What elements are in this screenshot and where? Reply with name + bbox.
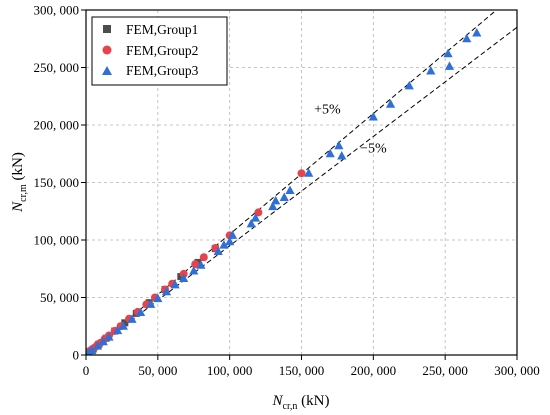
point-group3: [189, 266, 199, 275]
point-group3: [385, 99, 396, 108]
point-group3: [153, 293, 163, 303]
point-group2: [254, 208, 263, 217]
legend: FEM,Group1 FEM,Group2 FEM,Group3: [91, 16, 228, 86]
point-group3: [179, 273, 189, 283]
point-group3: [285, 185, 295, 195]
point-group2: [199, 253, 208, 262]
point-group3: [225, 236, 235, 246]
point-group3: [368, 111, 378, 121]
point-group3: [170, 279, 180, 289]
x-tick-label: 200, 000: [351, 363, 397, 378]
y-tick-label: 250, 000: [34, 60, 80, 75]
point-group3: [213, 246, 223, 255]
point-group3: [443, 48, 453, 58]
legend-label-group2: FEM,Group2: [126, 43, 198, 58]
point-group3: [135, 307, 146, 316]
point-group3: [98, 336, 108, 346]
point-group3: [196, 260, 206, 269]
x-tick-label: 0: [83, 363, 90, 378]
y-tick-label: 100, 000: [34, 233, 80, 248]
annotation-plus-5: +5%: [314, 103, 341, 118]
point-group3: [113, 325, 123, 335]
legend-box: [91, 16, 228, 86]
annotations: +5% −5%: [314, 103, 387, 157]
point-group3: [462, 33, 472, 43]
x-axis-title: Ncr,n (kN): [272, 393, 330, 412]
x-tick-label: 150, 000: [279, 363, 325, 378]
legend-marker-group1: [103, 25, 111, 33]
point-group3: [250, 213, 261, 222]
point-group3: [87, 345, 97, 355]
point-group3: [246, 218, 256, 228]
point-group3: [118, 321, 128, 330]
point-group3: [472, 28, 482, 37]
point-group3: [219, 240, 229, 249]
y-tick-label: 50, 000: [40, 290, 79, 305]
point-group3: [268, 201, 278, 211]
point-group3: [92, 341, 103, 350]
point-group3: [146, 299, 156, 308]
point-group3: [279, 192, 289, 201]
y-tick-label: 0: [73, 348, 80, 363]
point-group3: [271, 195, 281, 205]
x-tick-labels: 0 50, 000 100, 000 150, 000 200, 000 250, 000…: [83, 363, 540, 378]
x-tick-label: 300, 000: [494, 363, 540, 378]
x-tick-label: 50, 000: [138, 363, 177, 378]
point-group3: [325, 148, 335, 158]
point-group3: [104, 332, 114, 341]
x-tick-label: 250, 000: [422, 363, 468, 378]
legend-label-group1: FEM,Group1: [126, 22, 198, 37]
point-group1: [121, 319, 129, 327]
point-group2: [297, 169, 306, 178]
y-tick-labels: 0 50, 000 100, 000 150, 000 200, 000 250, 000…: [34, 3, 80, 363]
y-axis-title: Ncr,m (kN): [10, 152, 29, 213]
y-tick-label: 150, 000: [34, 175, 80, 190]
y-tick-label: 200, 000: [34, 118, 80, 133]
data-points: [86, 28, 482, 355]
point-group3: [127, 314, 137, 323]
point-group3: [404, 80, 414, 90]
axis-ticks: [81, 9, 518, 360]
x-tick-label: 100, 000: [207, 363, 253, 378]
legend-marker-group3: [102, 66, 112, 75]
point-group3: [227, 230, 238, 239]
point-group2: [191, 260, 200, 269]
point-group3: [334, 140, 344, 150]
point-group3: [161, 286, 172, 296]
point-group3: [426, 65, 436, 75]
point-group3: [304, 168, 314, 177]
point-group3: [337, 151, 347, 160]
legend-marker-group2: [102, 45, 112, 55]
y-tick-label: 300, 000: [34, 3, 80, 18]
point-group3: [444, 61, 455, 70]
annotation-minus-5: −5%: [360, 142, 387, 157]
legend-label-group3: FEM,Group3: [126, 63, 199, 78]
